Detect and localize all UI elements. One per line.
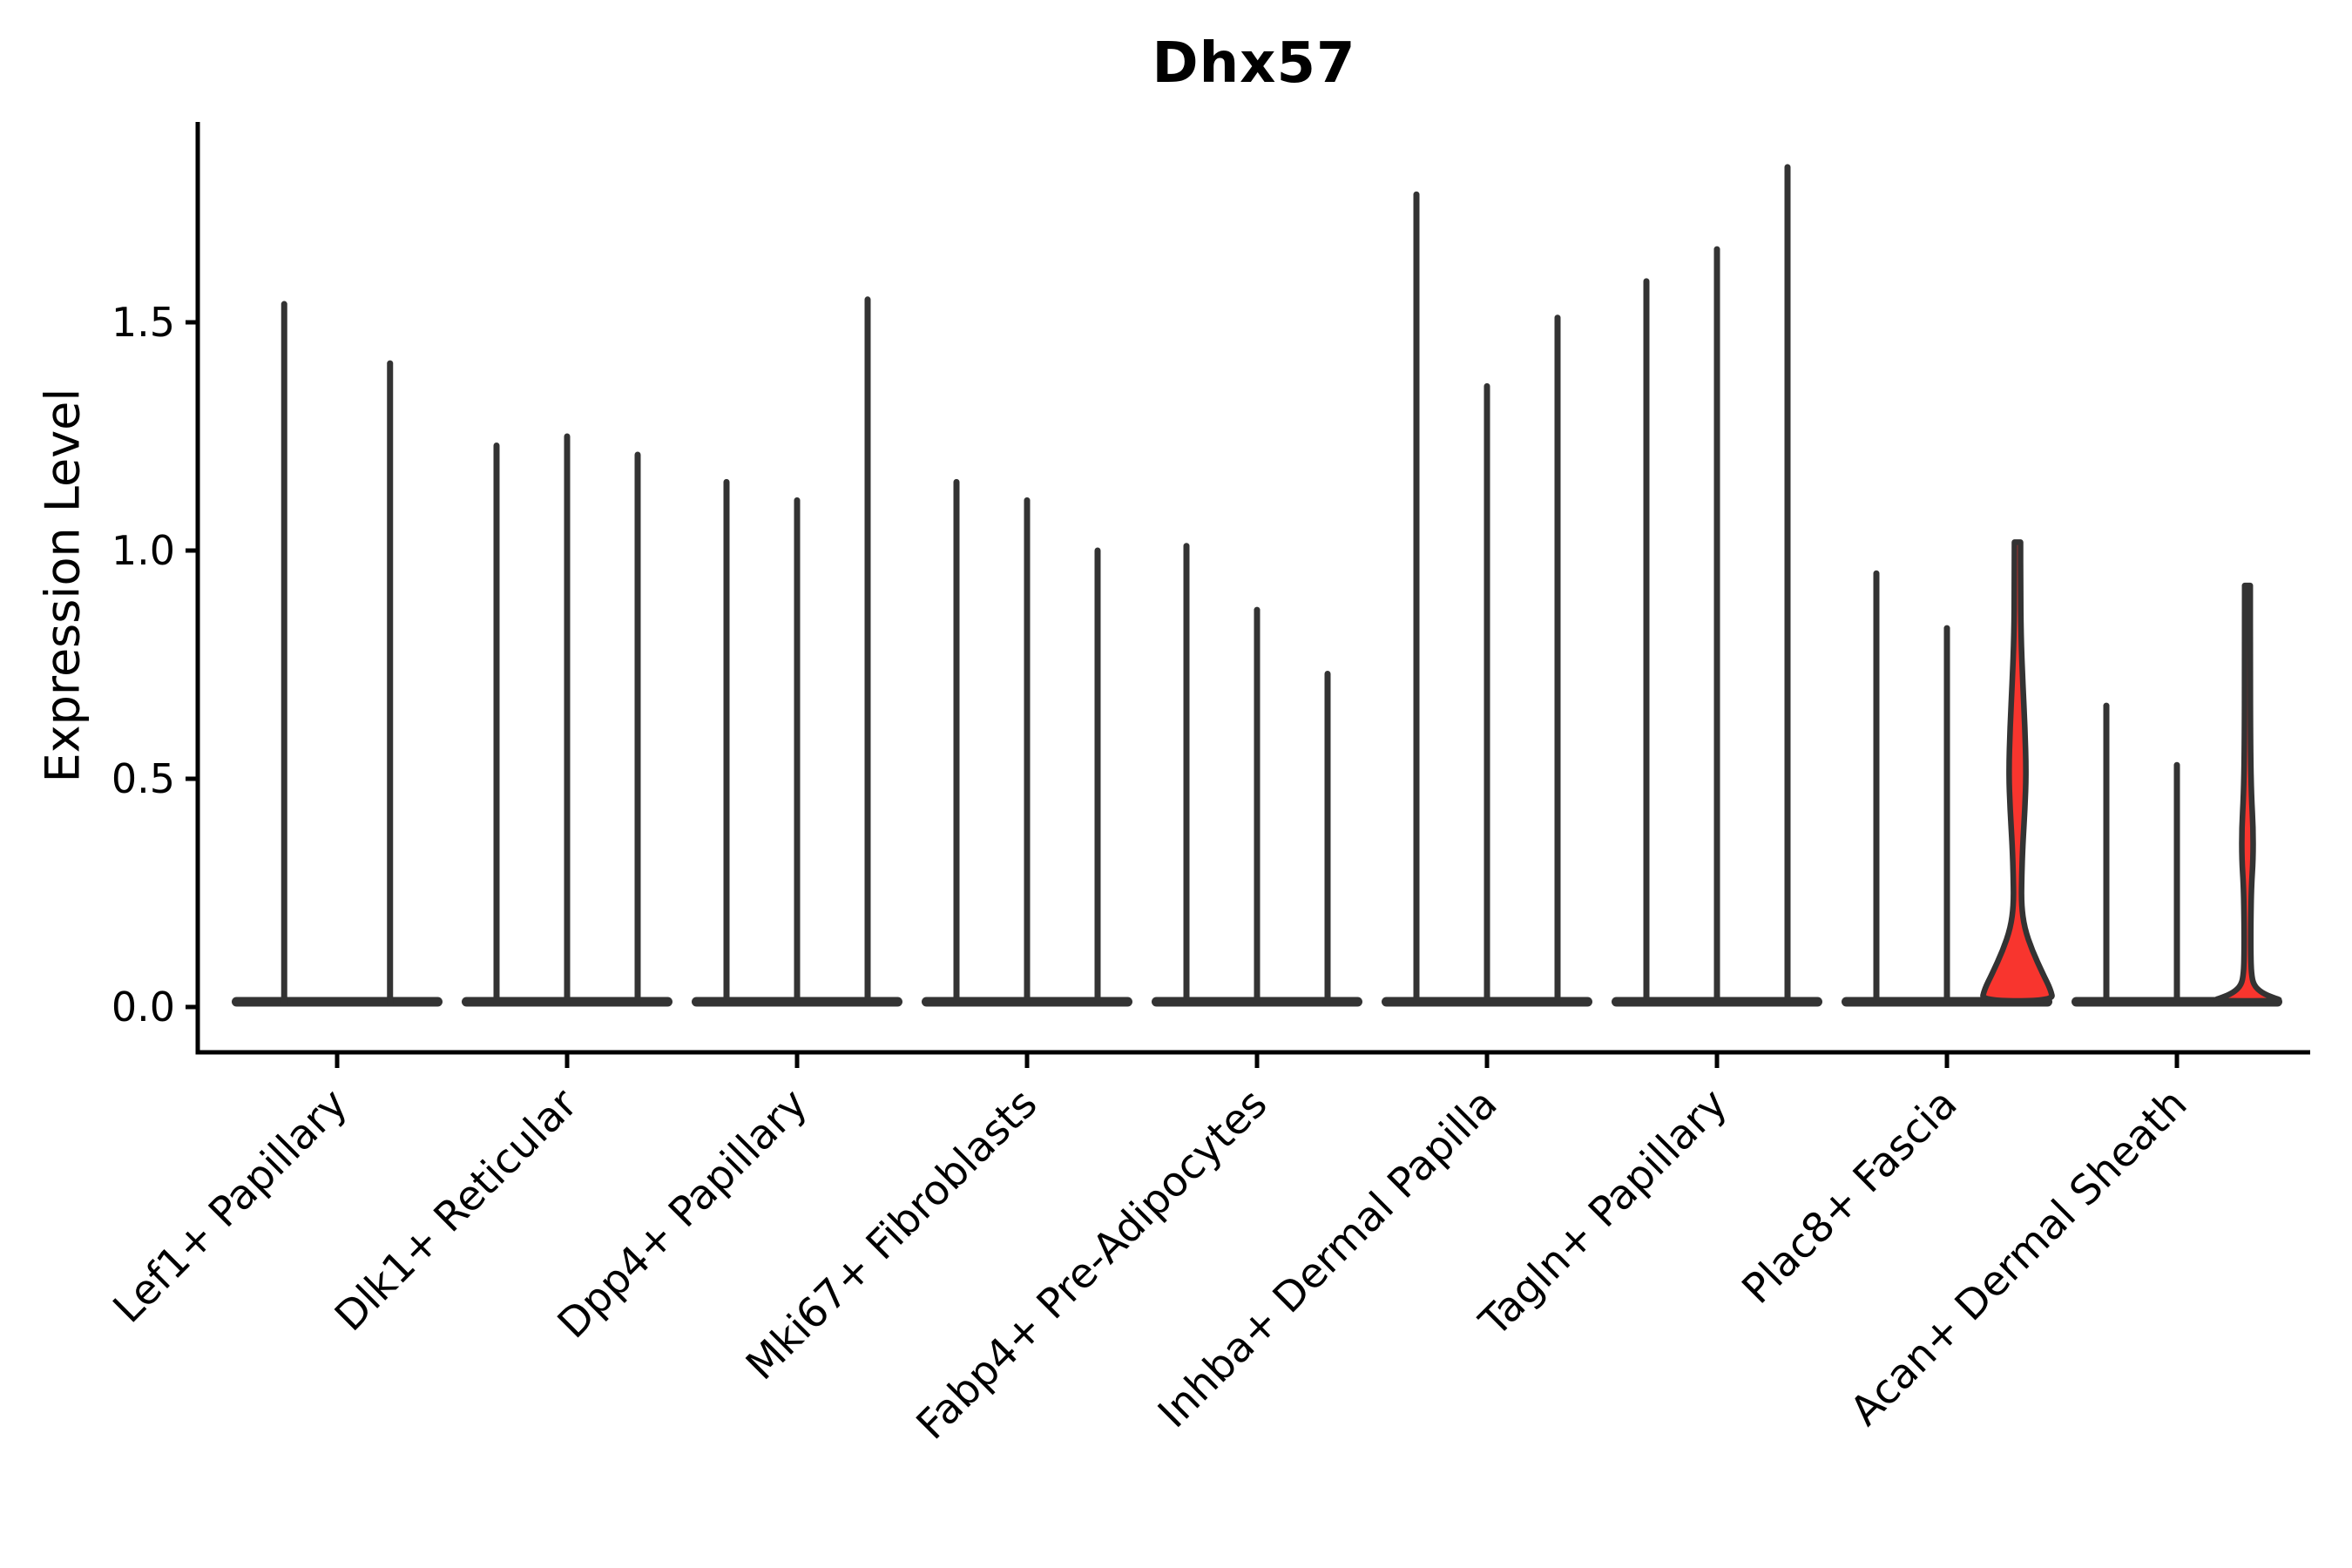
violin-group <box>1152 543 1362 1007</box>
violin-group <box>1612 164 1822 1007</box>
x-tick-label: Dlk1+ Reticular <box>326 1079 587 1341</box>
violin-group <box>692 296 902 1007</box>
violin-group <box>1842 539 2055 1007</box>
y-tick-label: 0.0 <box>112 983 175 1031</box>
violin-body-highlighted <box>2213 582 2282 1004</box>
x-tick-label: Plac8+ Fascia <box>1734 1080 1967 1314</box>
y-tick-label: 0.5 <box>112 755 175 802</box>
chart-title: Dhx57 <box>1152 31 1356 96</box>
x-tick-label: Tagln+ Papillary <box>1470 1080 1737 1347</box>
violin-group <box>232 301 443 1007</box>
violin-body-highlighted <box>1980 539 2055 1004</box>
violin-group <box>1382 191 1592 1007</box>
violin-group <box>462 433 672 1007</box>
violin-group <box>2072 582 2282 1007</box>
violin-group <box>922 478 1132 1007</box>
y-tick-label: 1.5 <box>112 299 175 346</box>
x-tick-label: Lef1+ Papillary <box>105 1080 357 1333</box>
y-tick-label: 1.0 <box>112 527 175 574</box>
x-tick-label: Dpp4+ Papillary <box>549 1080 817 1348</box>
